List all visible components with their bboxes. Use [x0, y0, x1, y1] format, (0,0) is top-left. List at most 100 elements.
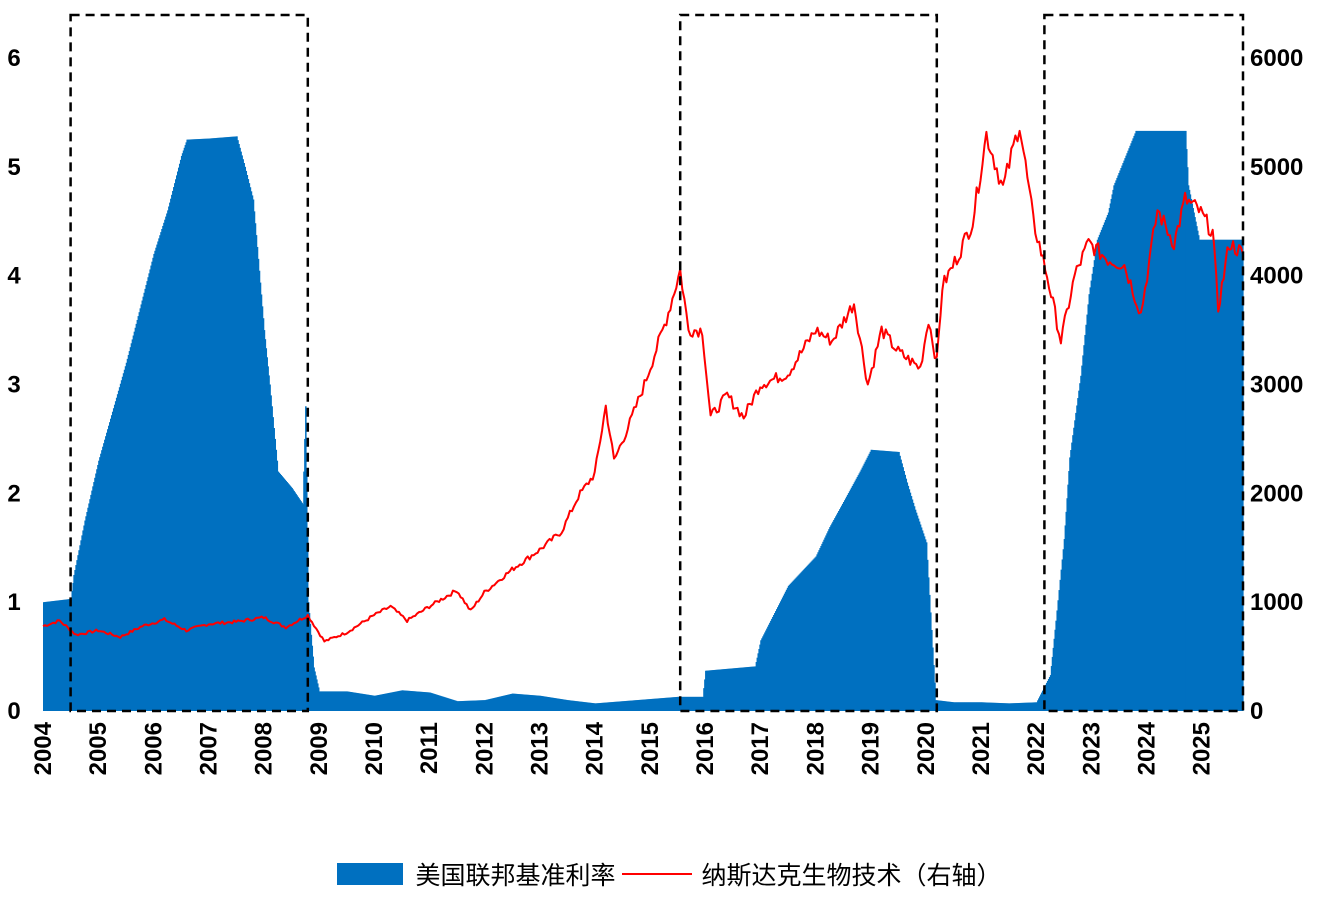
rate-bar [519, 694, 522, 711]
rate-bar [1217, 239, 1220, 711]
rate-bar [112, 408, 115, 711]
rate-bar [751, 666, 754, 711]
rate-bar [882, 450, 884, 711]
rate-bar [710, 670, 712, 711]
rate-bar [1154, 130, 1156, 712]
rate-bar [1045, 682, 1048, 711]
rate-bar [908, 489, 911, 711]
rate-bar [219, 137, 221, 711]
rate-bar [81, 535, 83, 711]
rate-bar [1152, 130, 1154, 712]
rate-bar [708, 670, 710, 711]
rate-bar [1028, 702, 1030, 711]
rate-bar [1082, 355, 1084, 711]
rate-bar [878, 450, 881, 711]
rate-bar [376, 695, 378, 711]
rate-bar [483, 700, 485, 711]
rate-bar [1227, 239, 1230, 711]
rate-bar [657, 698, 660, 711]
rate-bar [123, 369, 126, 711]
rate-bar [244, 166, 247, 711]
x-tick-label: 2020 [913, 722, 940, 775]
rate-bar [1099, 232, 1102, 711]
rate-bar [932, 647, 934, 711]
rate-bar [709, 670, 711, 711]
rate-bar [734, 668, 737, 711]
rate-bar [676, 696, 679, 711]
rate-bar [1107, 212, 1110, 712]
rate-bar [1062, 549, 1065, 711]
rate-bar [99, 457, 101, 711]
rate-bar [254, 223, 257, 712]
rate-bar [967, 702, 969, 711]
rate-bar [1201, 239, 1204, 711]
x-tick-label: 2023 [1078, 722, 1105, 775]
rate-bar [859, 471, 862, 711]
rate-bar [399, 690, 402, 711]
rate-bar [131, 339, 134, 711]
rate-bar [542, 696, 545, 711]
rate-bar [479, 700, 482, 711]
rate-bar [500, 696, 502, 711]
rate-bar [829, 527, 831, 711]
rate-bar [943, 701, 945, 711]
rate-bar [978, 702, 981, 711]
rate-bar [252, 199, 255, 712]
rate-bar [1228, 239, 1231, 711]
rate-bar [524, 694, 527, 711]
rate-bar [117, 390, 120, 711]
rate-bar [223, 137, 225, 711]
rate-bar [317, 683, 319, 711]
rate-bar [1039, 696, 1041, 711]
rate-bar [365, 694, 367, 711]
rate-bar [354, 692, 356, 711]
rate-bar [327, 691, 330, 711]
rate-bar [151, 261, 153, 711]
rate-bar [317, 687, 320, 711]
rate-bar [90, 494, 92, 711]
rate-bar [391, 692, 394, 711]
rate-bar [398, 690, 401, 711]
rate-bar [795, 577, 798, 711]
rate-bar [554, 698, 556, 711]
rate-bar [557, 698, 559, 711]
rate-bar [972, 702, 974, 711]
rate-bar [234, 136, 236, 711]
rate-bar [1066, 498, 1068, 711]
rate-bar [956, 702, 958, 711]
rate-bar [1233, 239, 1236, 711]
rate-bar [852, 484, 855, 711]
rate-bar [951, 702, 953, 711]
rate-bar [547, 697, 550, 711]
rate-bar [952, 702, 954, 711]
rate-bar [238, 143, 240, 712]
right-tick-label: 3000 [1250, 372, 1303, 399]
left-tick-label: 2 [7, 480, 20, 507]
rate-bar [1031, 702, 1033, 711]
rate-bar [866, 457, 869, 711]
rate-bar [1184, 130, 1186, 712]
rate-bar [287, 483, 289, 711]
rate-bar [388, 692, 391, 711]
rate-bar [261, 306, 264, 711]
rate-bar [323, 691, 326, 711]
x-tick-label: 2015 [637, 722, 664, 775]
rate-bar [110, 415, 113, 711]
rate-bar [629, 700, 631, 711]
rate-bar [779, 601, 782, 711]
rate-bar [1009, 703, 1012, 711]
rate-bar [43, 602, 46, 711]
rate-bar [139, 308, 142, 711]
rate-bar [1006, 703, 1009, 711]
rate-bar [813, 558, 816, 711]
rate-bar [489, 698, 491, 711]
rate-bar [896, 451, 898, 711]
rate-bar [1022, 702, 1024, 711]
rate-bar [359, 693, 361, 711]
rate-bar [1117, 175, 1119, 711]
rate-bar [1155, 130, 1157, 712]
x-tick-label: 2010 [361, 722, 388, 775]
rate-bar [772, 616, 774, 711]
rate-bar [533, 695, 536, 711]
rate-bar [339, 691, 342, 711]
